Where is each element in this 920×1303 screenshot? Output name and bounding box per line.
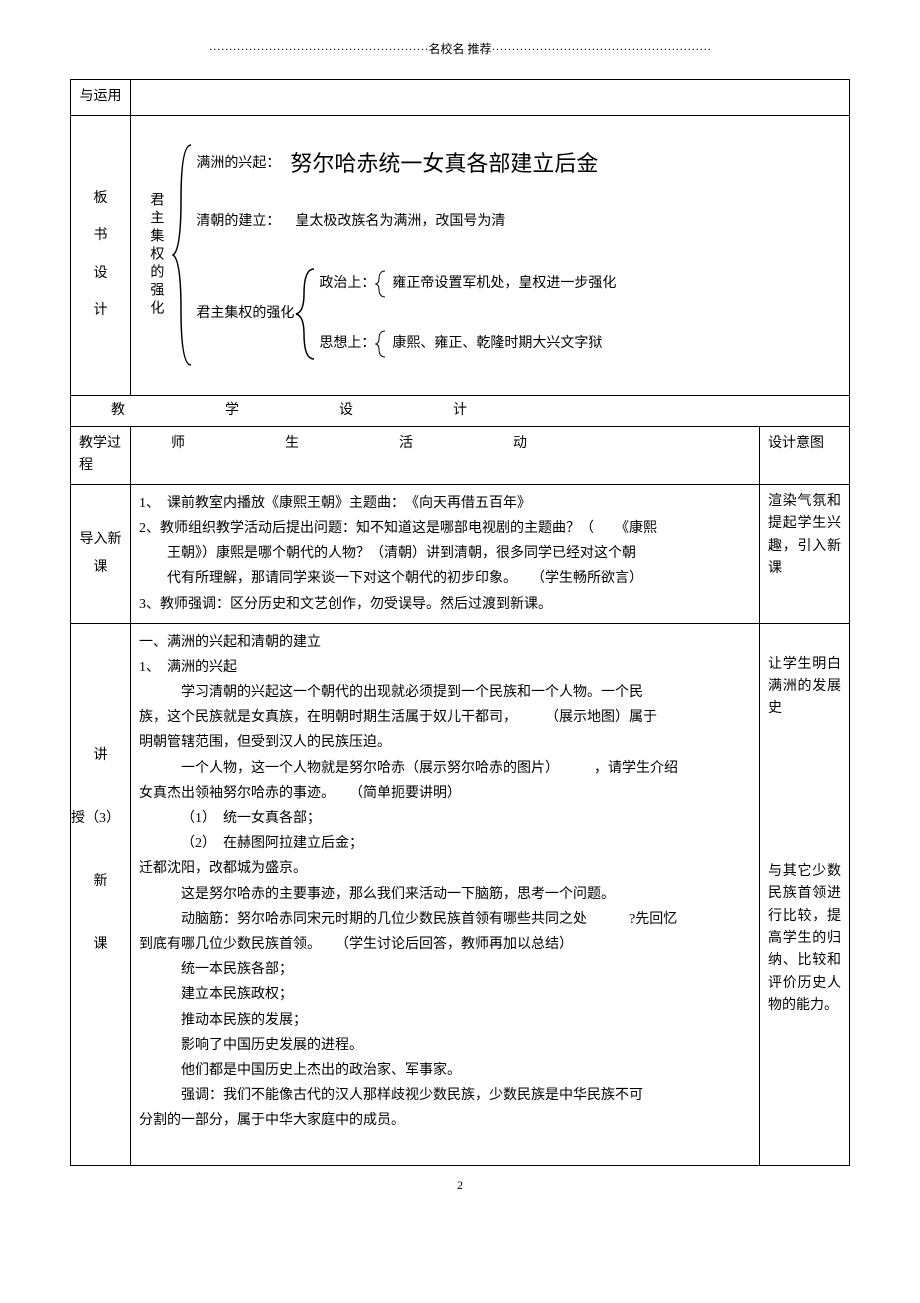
cell-lecture-content: 一、满洲的兴起和清朝的建立 1、 满洲的兴起 学习清朝的兴起这一个朝代的出现就必… — [131, 623, 760, 1165]
row-teach-design-header: 教学设计 — [71, 395, 850, 426]
lecture-p6: （1） 统一女真各部； — [139, 806, 751, 831]
lecture-p17: 强调：我们不能像古代的汉人那样歧视少数民族，少数民族是中华民族不可 — [139, 1083, 751, 1108]
lecture-p7: （2） 在赫图阿拉建立后金； — [139, 831, 751, 856]
lecture-char-3: 新 — [79, 850, 122, 913]
intro-p2: 2、教师组织教学活动后提出问题：知不知道这是哪部电视剧的主题曲？（ 《康熙 — [139, 516, 751, 541]
sub2-text: 康熙、雍正、乾隆时期大兴文字狱 — [392, 333, 602, 355]
intro-p3: 王朝》）康熙是哪个朝代的人物？（清朝）讲到清朝，很多同学已经对这个朝 — [139, 541, 751, 566]
sub1-label: 政治上： — [319, 273, 375, 295]
board-char-4: 计 — [94, 300, 108, 322]
cell-board-label: 板 书 设 计 — [71, 115, 131, 395]
cell-intro-label: 导入新课 — [71, 484, 131, 623]
intro-p5: 3、教师强调：区分历史和文艺创作，勿受误导。然后过渡到新课。 — [139, 592, 751, 617]
lecture-p4: 一个人物，这一个人物就是努尔哈赤（展示努尔哈赤的图片） ，请学生介绍 — [139, 756, 751, 781]
lecture-p3: 明朝管辖范围，但受到汉人的民族压迫。 — [139, 730, 751, 755]
intro-p4: 代有所理解，那请同学来谈一下对这个朝代的初步印象。 （学生畅所欲言） — [139, 566, 751, 591]
lecture-p9: 这是努尔哈赤的主要事迹，那么我们来活动一下脑筋，思考一个问题。 — [139, 882, 751, 907]
cell-process-col2: 师生活动 — [131, 426, 760, 484]
lecture-p2: 族，这个民族就是女真族，在明朝时期生活属于奴儿干都司， （展示地图）属于 — [139, 705, 751, 730]
sub1-text: 雍正帝设置军机处，皇权进一步强化 — [392, 273, 616, 295]
cell-board-diagram: 君主集权的强化 满洲的兴起： 努尔哈赤统一女真各部建立后金 清朝的建立： 皇太极… — [131, 115, 850, 395]
main-document-table: 与运用 板 书 设 计 君主集权的强化 满洲的兴起： 努尔哈赤统一女真各部建立 — [70, 79, 850, 1165]
cell-lecture-intent: 让学生明白满洲的发展史 与其它少数民族首领进行比较，提高学生的归纳、比较和评价历… — [760, 623, 850, 1165]
sub-bracket-content: 政治上： 雍正帝设置军机处，皇权进一步强化 思想上： 康熙、雍正、乾隆时期大兴文… — [319, 269, 616, 359]
cell-teach-design-header: 教学设计 — [71, 395, 850, 426]
page-number: 2 — [70, 1176, 850, 1195]
board-char-3: 设 — [94, 263, 108, 285]
header-dotted-line: ········································… — [70, 40, 850, 59]
lecture-intent1: 让学生明白满洲的发展史 — [768, 654, 841, 721]
cell-yuyunyong-label: 与运用 — [71, 80, 131, 115]
lecture-p10: 动脑筋：努尔哈赤同宋元时期的几位少数民族首领有哪些共同之处 ?先回忆 — [139, 907, 751, 932]
lecture-s1-sub: 1、 满洲的兴起 — [139, 655, 751, 680]
bracket-svg-main — [171, 140, 196, 370]
lecture-p5: 女真杰出领袖努尔哈赤的事迹。 （简单扼要讲明） — [139, 781, 751, 806]
row-lecture: 讲 授（3） 新 课 一、满洲的兴起和清朝的建立 1、 满洲的兴起 学习清朝的兴… — [71, 623, 850, 1165]
sub2-label: 思想上： — [319, 333, 375, 355]
cell-intro-intent: 渲染气氛和提起学生兴趣，引入新课 — [760, 484, 850, 623]
cell-lecture-label: 讲 授（3） 新 课 — [71, 623, 131, 1165]
line1-text: 努尔哈赤统一女真各部建立后金 — [290, 146, 598, 181]
cell-process-col3: 设计意图 — [760, 426, 850, 484]
lecture-s1-title: 一、满洲的兴起和清朝的建立 — [139, 630, 751, 655]
lecture-p8: 迁都沈阳，改都城为盛京。 — [139, 856, 751, 881]
lecture-intent2: 与其它少数民族首领进行比较，提高学生的归纳、比较和评价历史人物的能力。 — [768, 861, 841, 1018]
board-char-2: 书 — [94, 225, 108, 247]
line2-label: 清朝的建立： — [196, 211, 280, 233]
lecture-p14: 推动本民族的发展； — [139, 1008, 751, 1033]
row-process-header: 教学过程 师生活动 设计意图 — [71, 426, 850, 484]
mini-bracket-1 — [375, 269, 387, 299]
lecture-p13: 建立本民族政权； — [139, 982, 751, 1007]
intro-p1: 1、 课前教室内播放《康熙王朝》主题曲： 《向天再借五百年》 — [139, 491, 751, 516]
lecture-p16: 他们都是中国历史上杰出的政治家、军事家。 — [139, 1058, 751, 1083]
lecture-p1: 学习清朝的兴起这一个朝代的出现就必须提到一个民族和一个人物。一个民 — [139, 680, 751, 705]
line2-text: 皇太极改族名为满洲，改国号为清 — [295, 211, 505, 233]
row-yuyunyong: 与运用 — [71, 80, 850, 115]
lecture-p11: 到底有哪几位少数民族首领。 （学生讨论后回答，教师再加以总结） — [139, 932, 751, 957]
lecture-char-2: 授（3） — [69, 787, 122, 850]
lecture-p15: 影响了中国历史发展的进程。 — [139, 1033, 751, 1058]
lecture-char-4: 课 — [79, 913, 122, 976]
cell-process-col1: 教学过程 — [71, 426, 131, 484]
bracket-main-content: 满洲的兴起： 努尔哈赤统一女真各部建立后金 清朝的建立： 皇太极改族名为满洲，改… — [196, 136, 616, 374]
bracket-svg-sub — [294, 264, 319, 364]
row-board-design: 板 书 设 计 君主集权的强化 满洲的兴起： 努尔哈赤统一女真各部建立后金 — [71, 115, 850, 395]
cell-yuyunyong-content — [131, 80, 850, 115]
board-char-1: 板 — [94, 188, 108, 210]
line3-label: 君主集权的强化 — [196, 303, 294, 325]
mini-bracket-2 — [375, 329, 387, 359]
lecture-p12: 统一本民族各部； — [139, 957, 751, 982]
lecture-char-1: 讲 — [79, 724, 122, 787]
lecture-p18: 分割的一部分，属于中华大家庭中的成员。 — [139, 1108, 751, 1133]
row-intro: 导入新课 1、 课前教室内播放《康熙王朝》主题曲： 《向天再借五百年》 2、教师… — [71, 484, 850, 623]
diagram-vert-title: 君主集权的强化 — [144, 192, 166, 318]
cell-intro-content: 1、 课前教室内播放《康熙王朝》主题曲： 《向天再借五百年》 2、教师组织教学活… — [131, 484, 760, 623]
line1-label: 满洲的兴起： — [196, 153, 280, 175]
